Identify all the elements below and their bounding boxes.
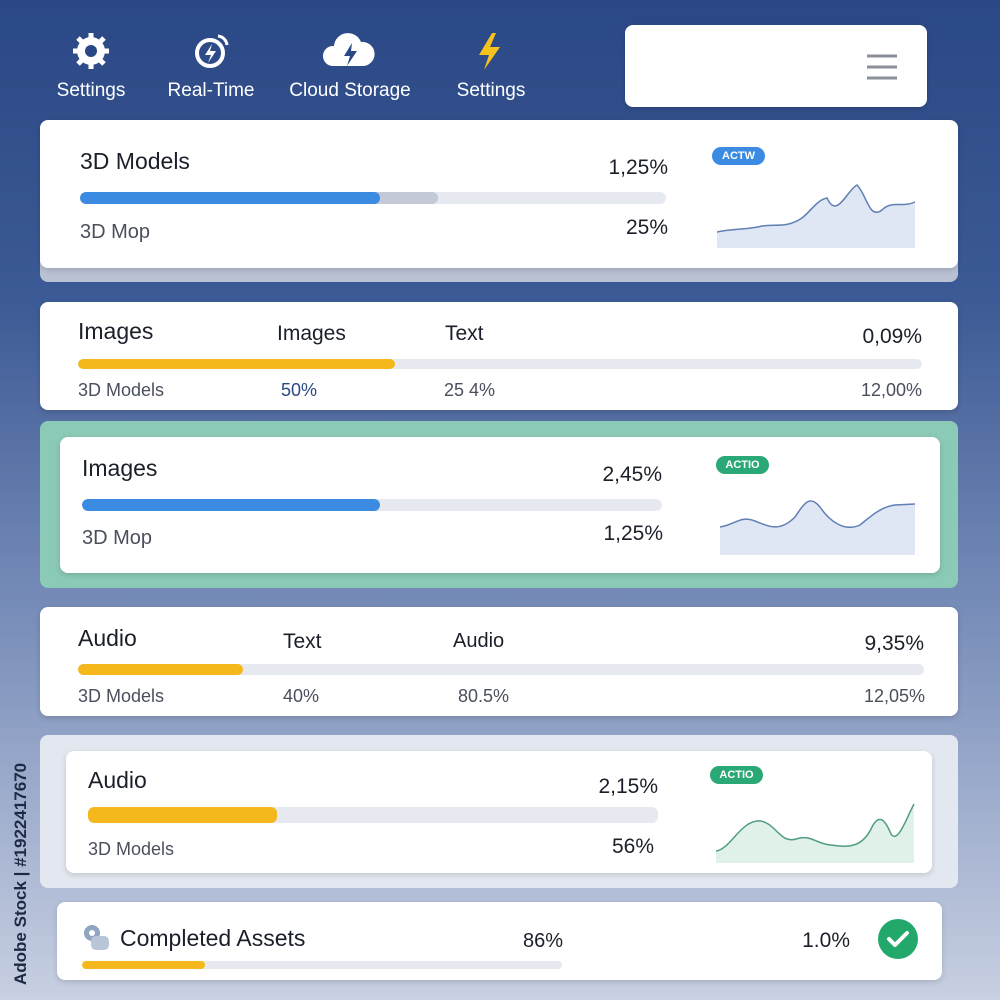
status-badge: ACTIO — [716, 456, 769, 474]
asset-row-card[interactable]: Images Images Text 0,09% 3D Models 50% 2… — [40, 302, 958, 410]
asset-row-card[interactable]: Audio Text Audio 9,35% 3D Models 40% 80.… — [40, 607, 958, 716]
progress-fill — [80, 192, 380, 204]
card-title: Images — [82, 455, 158, 481]
card-column: Audio — [453, 630, 505, 652]
card-subtitle: 3D Models — [88, 839, 175, 859]
watermark: Adobe Stock | #1922417670 — [11, 762, 30, 985]
nav-item[interactable]: Real-Time — [167, 80, 255, 101]
sparkline — [717, 184, 916, 248]
row-cell: 40% — [283, 686, 320, 706]
nav-item[interactable]: Settings — [456, 80, 526, 101]
footer-value: 86% — [522, 930, 563, 952]
nav-item[interactable]: Cloud Storage — [289, 80, 411, 101]
card-title: Images — [78, 318, 154, 344]
nav-item[interactable]: Settings — [56, 80, 126, 101]
row-cell: 50% — [281, 380, 318, 400]
card-subvalue: 56% — [611, 835, 654, 858]
row-cell: 12,05% — [863, 686, 925, 706]
progress-bar — [78, 359, 922, 369]
row-cell: 3D Models — [78, 380, 165, 400]
card-value: 2,15% — [598, 775, 658, 798]
card-subtitle: 3D Mop — [82, 527, 153, 549]
progress-fill — [82, 961, 205, 969]
progress-bar — [80, 192, 666, 204]
card-column: Text — [445, 322, 484, 345]
asset-card[interactable]: 3D Models 1,25% 3D Mop 25% ACTW — [40, 120, 958, 268]
menu-icon[interactable] — [865, 53, 899, 81]
row-cell: 3D Models — [78, 686, 165, 706]
progress-fill — [88, 807, 277, 823]
row-cell: 12,00% — [860, 380, 922, 400]
status-badge: ACTW — [712, 147, 765, 165]
row-cell: 80.5% — [458, 686, 510, 706]
progress-fill — [82, 499, 380, 511]
footer-rate: 1.0% — [802, 929, 850, 952]
card-title: Audio — [78, 625, 137, 651]
completed-assets[interactable]: Completed Assets 86% 1.0% — [57, 902, 942, 980]
card-value: 9,35% — [864, 632, 924, 655]
card-column: Images — [277, 322, 346, 345]
progress-bar — [78, 664, 924, 675]
search-box[interactable] — [625, 25, 927, 107]
sparkline — [716, 803, 915, 863]
card-subvalue: 1,25% — [603, 522, 663, 545]
card-title: 3D Models — [80, 148, 190, 174]
card-value: 1,25% — [608, 156, 668, 179]
card-column: Text — [283, 630, 322, 653]
progress-bar — [88, 807, 658, 823]
nav-icons — [73, 33, 500, 70]
card-subtitle: 3D Mop — [80, 221, 151, 243]
card-value: 2,45% — [602, 463, 662, 486]
assets-icon — [84, 925, 109, 950]
card-title: Audio — [88, 767, 147, 793]
row-cell: 25 4% — [444, 380, 496, 400]
check-icon — [878, 919, 918, 959]
card-subvalue: 25% — [625, 216, 668, 239]
progress-fill — [78, 359, 395, 369]
card-value: 0,09% — [862, 325, 922, 348]
status-badge: ACTIO — [710, 766, 763, 784]
progress-bar — [82, 961, 562, 969]
progress-bar — [82, 499, 662, 511]
footer-title: Completed Assets — [120, 925, 306, 951]
asset-card[interactable]: Images 2,45% 3D Mop 1,25% ACTIO — [60, 437, 940, 573]
progress-fill — [78, 664, 243, 675]
asset-card[interactable]: Audio 2,15% 3D Models 56% ACTIO — [66, 751, 932, 873]
sparkline — [720, 500, 916, 555]
